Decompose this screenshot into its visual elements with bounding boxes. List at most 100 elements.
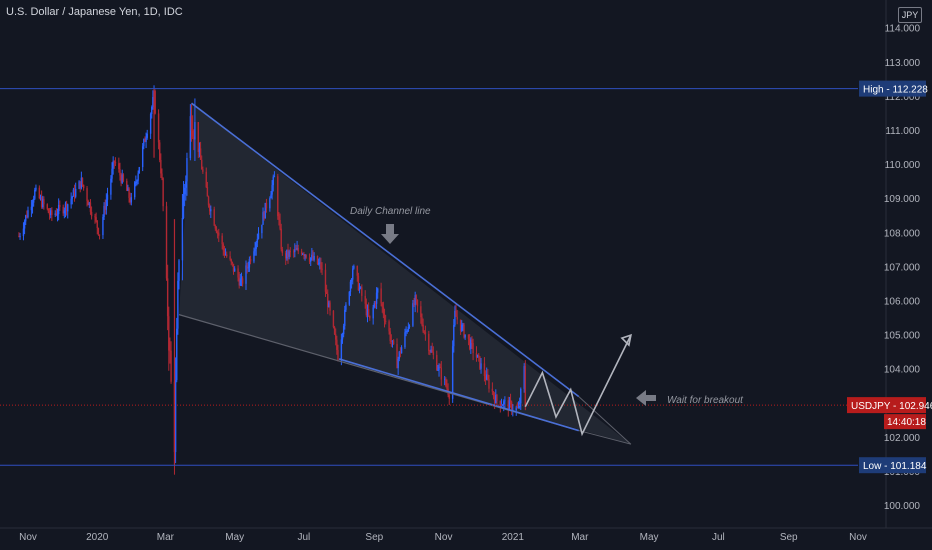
time-tick-label: Mar (157, 532, 175, 543)
candle-body (263, 212, 265, 219)
candle-body (240, 278, 243, 280)
candle-body (56, 214, 59, 216)
candle-body (22, 228, 25, 237)
candle-body (515, 407, 517, 411)
candle-body (62, 206, 64, 214)
candle-body (462, 324, 464, 326)
candle-body (98, 234, 101, 236)
candle-body (137, 173, 139, 181)
left-arrow-icon (636, 390, 656, 406)
candle-body (208, 205, 211, 212)
candle-body (463, 324, 465, 338)
candle-body (429, 350, 431, 352)
price-tick-label: 100.000 (884, 501, 921, 512)
price-tick-label: 111.000 (885, 126, 920, 137)
candle-body (104, 205, 106, 210)
candle-body (308, 257, 311, 262)
candle-body (321, 268, 323, 270)
candle-body (113, 160, 115, 162)
candle-body (329, 302, 331, 311)
candle-body (199, 148, 202, 160)
candle-body (94, 216, 96, 218)
candle-body (71, 196, 73, 199)
candle-body (135, 181, 137, 183)
candle-body (337, 349, 339, 361)
channel-apex-lower (578, 430, 632, 445)
candle-body (67, 204, 69, 212)
candle-body (30, 206, 33, 211)
candle-body (210, 209, 212, 212)
candle-body (161, 173, 163, 179)
candle-body (157, 113, 160, 143)
candle-body (181, 217, 184, 261)
candle-body (296, 247, 298, 250)
candle-body (112, 160, 114, 169)
currency-button[interactable]: JPY (898, 7, 922, 23)
candle-body (380, 288, 382, 304)
candle-body (405, 331, 407, 333)
candle-body (162, 178, 164, 207)
candle-body (31, 202, 34, 207)
candle-body (238, 277, 240, 286)
candle-body (344, 309, 346, 326)
candle-body (340, 339, 343, 361)
candle-body (54, 213, 56, 216)
candle-body (122, 174, 125, 181)
candle-body (286, 249, 288, 259)
candle-body (73, 189, 76, 197)
candle-body (174, 380, 177, 453)
candle-body (80, 177, 83, 189)
candle-body (430, 349, 432, 352)
candle-body (396, 344, 398, 369)
candle-body (392, 340, 395, 345)
candle-body (359, 287, 362, 289)
candle-body (169, 350, 171, 352)
candle-body (215, 228, 218, 233)
candle-body (333, 326, 336, 335)
candle-body (19, 236, 21, 238)
candle-body (241, 278, 244, 284)
channel-lower-line (338, 358, 579, 432)
candle-body (416, 299, 419, 307)
candle-body (493, 396, 496, 404)
candle-body (397, 358, 399, 369)
candle-body (46, 204, 49, 209)
candle-body (186, 158, 188, 182)
candle-body (348, 291, 351, 305)
time-tick-label: 2021 (502, 532, 525, 543)
candle-body (27, 210, 29, 218)
candle-body (325, 291, 328, 294)
price-tick-label: 113.000 (885, 58, 921, 69)
candle-body (261, 224, 263, 234)
candle-body (432, 352, 435, 356)
candle-body (303, 253, 305, 256)
candle-body (159, 142, 161, 160)
candle-body (500, 405, 503, 407)
candle-body (451, 346, 454, 399)
candle-body (484, 376, 487, 380)
candle-body (390, 340, 393, 342)
candle-body (118, 163, 120, 170)
breakout-arrowhead (620, 333, 632, 347)
last-price-label: USDJPY - 102.946 (851, 401, 932, 412)
candle-body (144, 139, 146, 142)
candle-body (399, 351, 402, 354)
candle-body (413, 303, 415, 306)
candle-body (198, 148, 201, 152)
candle-body (130, 197, 133, 203)
candle-body (365, 303, 368, 316)
candle-body (350, 279, 353, 282)
candle-body (472, 342, 474, 354)
candle-body (249, 258, 252, 262)
candle-body (90, 211, 93, 217)
price-tick-label: 105.000 (884, 331, 921, 342)
candle-body (197, 122, 200, 152)
candle-body (476, 354, 479, 358)
candle-body (239, 279, 242, 286)
price-tick-label: 104.000 (884, 365, 921, 376)
candle-body (428, 333, 430, 351)
candle-body (114, 161, 117, 164)
candle-body (151, 107, 153, 115)
candle-body (176, 328, 178, 381)
